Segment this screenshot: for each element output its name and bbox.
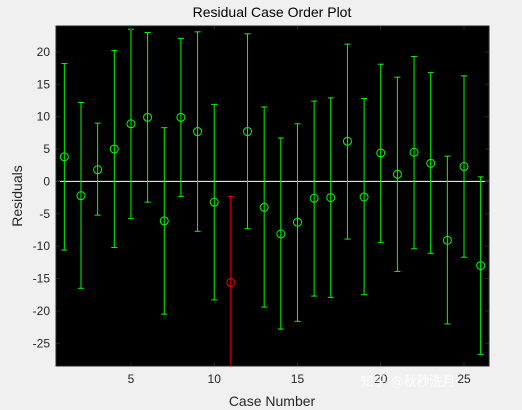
case-12 xyxy=(243,33,253,230)
residual-point xyxy=(409,147,419,157)
residual-point xyxy=(126,119,136,129)
axes-box xyxy=(55,25,490,367)
case-9 xyxy=(193,31,203,232)
case-2 xyxy=(76,101,86,289)
residual-point xyxy=(243,127,253,137)
case-26 xyxy=(476,176,486,355)
y-axis-label: Residuals xyxy=(9,165,25,226)
residual-point xyxy=(376,148,386,158)
residual-point xyxy=(176,112,186,122)
y-tick-label: -5 xyxy=(39,207,50,221)
residual-point xyxy=(209,197,219,207)
watermark: 知乎 @秋秒洗月 xyxy=(360,374,455,390)
case-17 xyxy=(326,97,336,298)
residual-point xyxy=(442,235,452,245)
residual-point xyxy=(109,144,119,154)
chart-title: Residual Case Order Plot xyxy=(193,4,352,20)
residual-point xyxy=(226,277,236,287)
case-1 xyxy=(59,63,69,251)
y-tick-label: 10 xyxy=(37,110,51,124)
x-axis-label: Case Number xyxy=(229,393,316,409)
residual-point xyxy=(59,152,69,162)
x-tick-label: 10 xyxy=(208,372,222,386)
residual-point xyxy=(309,193,319,203)
x-axis: 5 10 15 20 25 xyxy=(128,26,471,386)
residual-point xyxy=(476,261,486,271)
y-axis: -25 -20 -15 -10 -5 0 5 10 15 20 xyxy=(33,45,489,350)
residual-point xyxy=(159,216,169,226)
plot-area xyxy=(56,26,489,366)
residual-point xyxy=(193,127,203,137)
y-tick-label: -25 xyxy=(33,336,51,350)
residual-point xyxy=(426,158,436,168)
case-20 xyxy=(376,63,386,243)
case-21 xyxy=(392,76,402,272)
residual-point xyxy=(276,229,286,239)
residual-point xyxy=(76,191,86,201)
y-tick-label: 20 xyxy=(37,45,51,59)
case-6 xyxy=(143,31,153,203)
residual-point xyxy=(359,192,369,202)
case-14 xyxy=(276,137,286,330)
x-tick-label: 25 xyxy=(457,372,471,386)
case-15 xyxy=(292,123,302,322)
x-tick-label: 5 xyxy=(128,372,135,386)
residual-point xyxy=(143,112,153,122)
case-10 xyxy=(209,103,219,301)
x-tick-label: 15 xyxy=(291,372,305,386)
case-5 xyxy=(126,28,136,219)
case-23 xyxy=(426,72,436,254)
residual-point xyxy=(93,165,103,175)
x-tick-label: 20 xyxy=(374,372,388,386)
case-16 xyxy=(309,100,319,297)
residual-point xyxy=(292,217,302,227)
case-13 xyxy=(259,106,269,308)
case-7 xyxy=(159,127,169,315)
case-4 xyxy=(109,50,119,248)
case-19 xyxy=(359,98,369,296)
y-tick-label: 0 xyxy=(43,174,50,188)
case-24 xyxy=(442,155,452,325)
residual-point xyxy=(459,162,469,172)
y-tick-label: 15 xyxy=(37,77,51,91)
case-22 xyxy=(409,55,419,250)
y-tick-label: -15 xyxy=(33,272,51,286)
y-tick-label: -20 xyxy=(33,304,51,318)
chart-marks xyxy=(56,28,489,367)
y-tick-label: 5 xyxy=(43,142,50,156)
residual-point xyxy=(326,193,336,203)
residual-point xyxy=(259,202,269,212)
case-3 xyxy=(93,122,103,216)
case-25 xyxy=(459,75,469,258)
residual-point xyxy=(392,169,402,179)
y-tick-label: -10 xyxy=(33,239,51,253)
case-8 xyxy=(176,37,186,197)
case-18 xyxy=(342,43,352,240)
residual-point xyxy=(342,136,352,146)
